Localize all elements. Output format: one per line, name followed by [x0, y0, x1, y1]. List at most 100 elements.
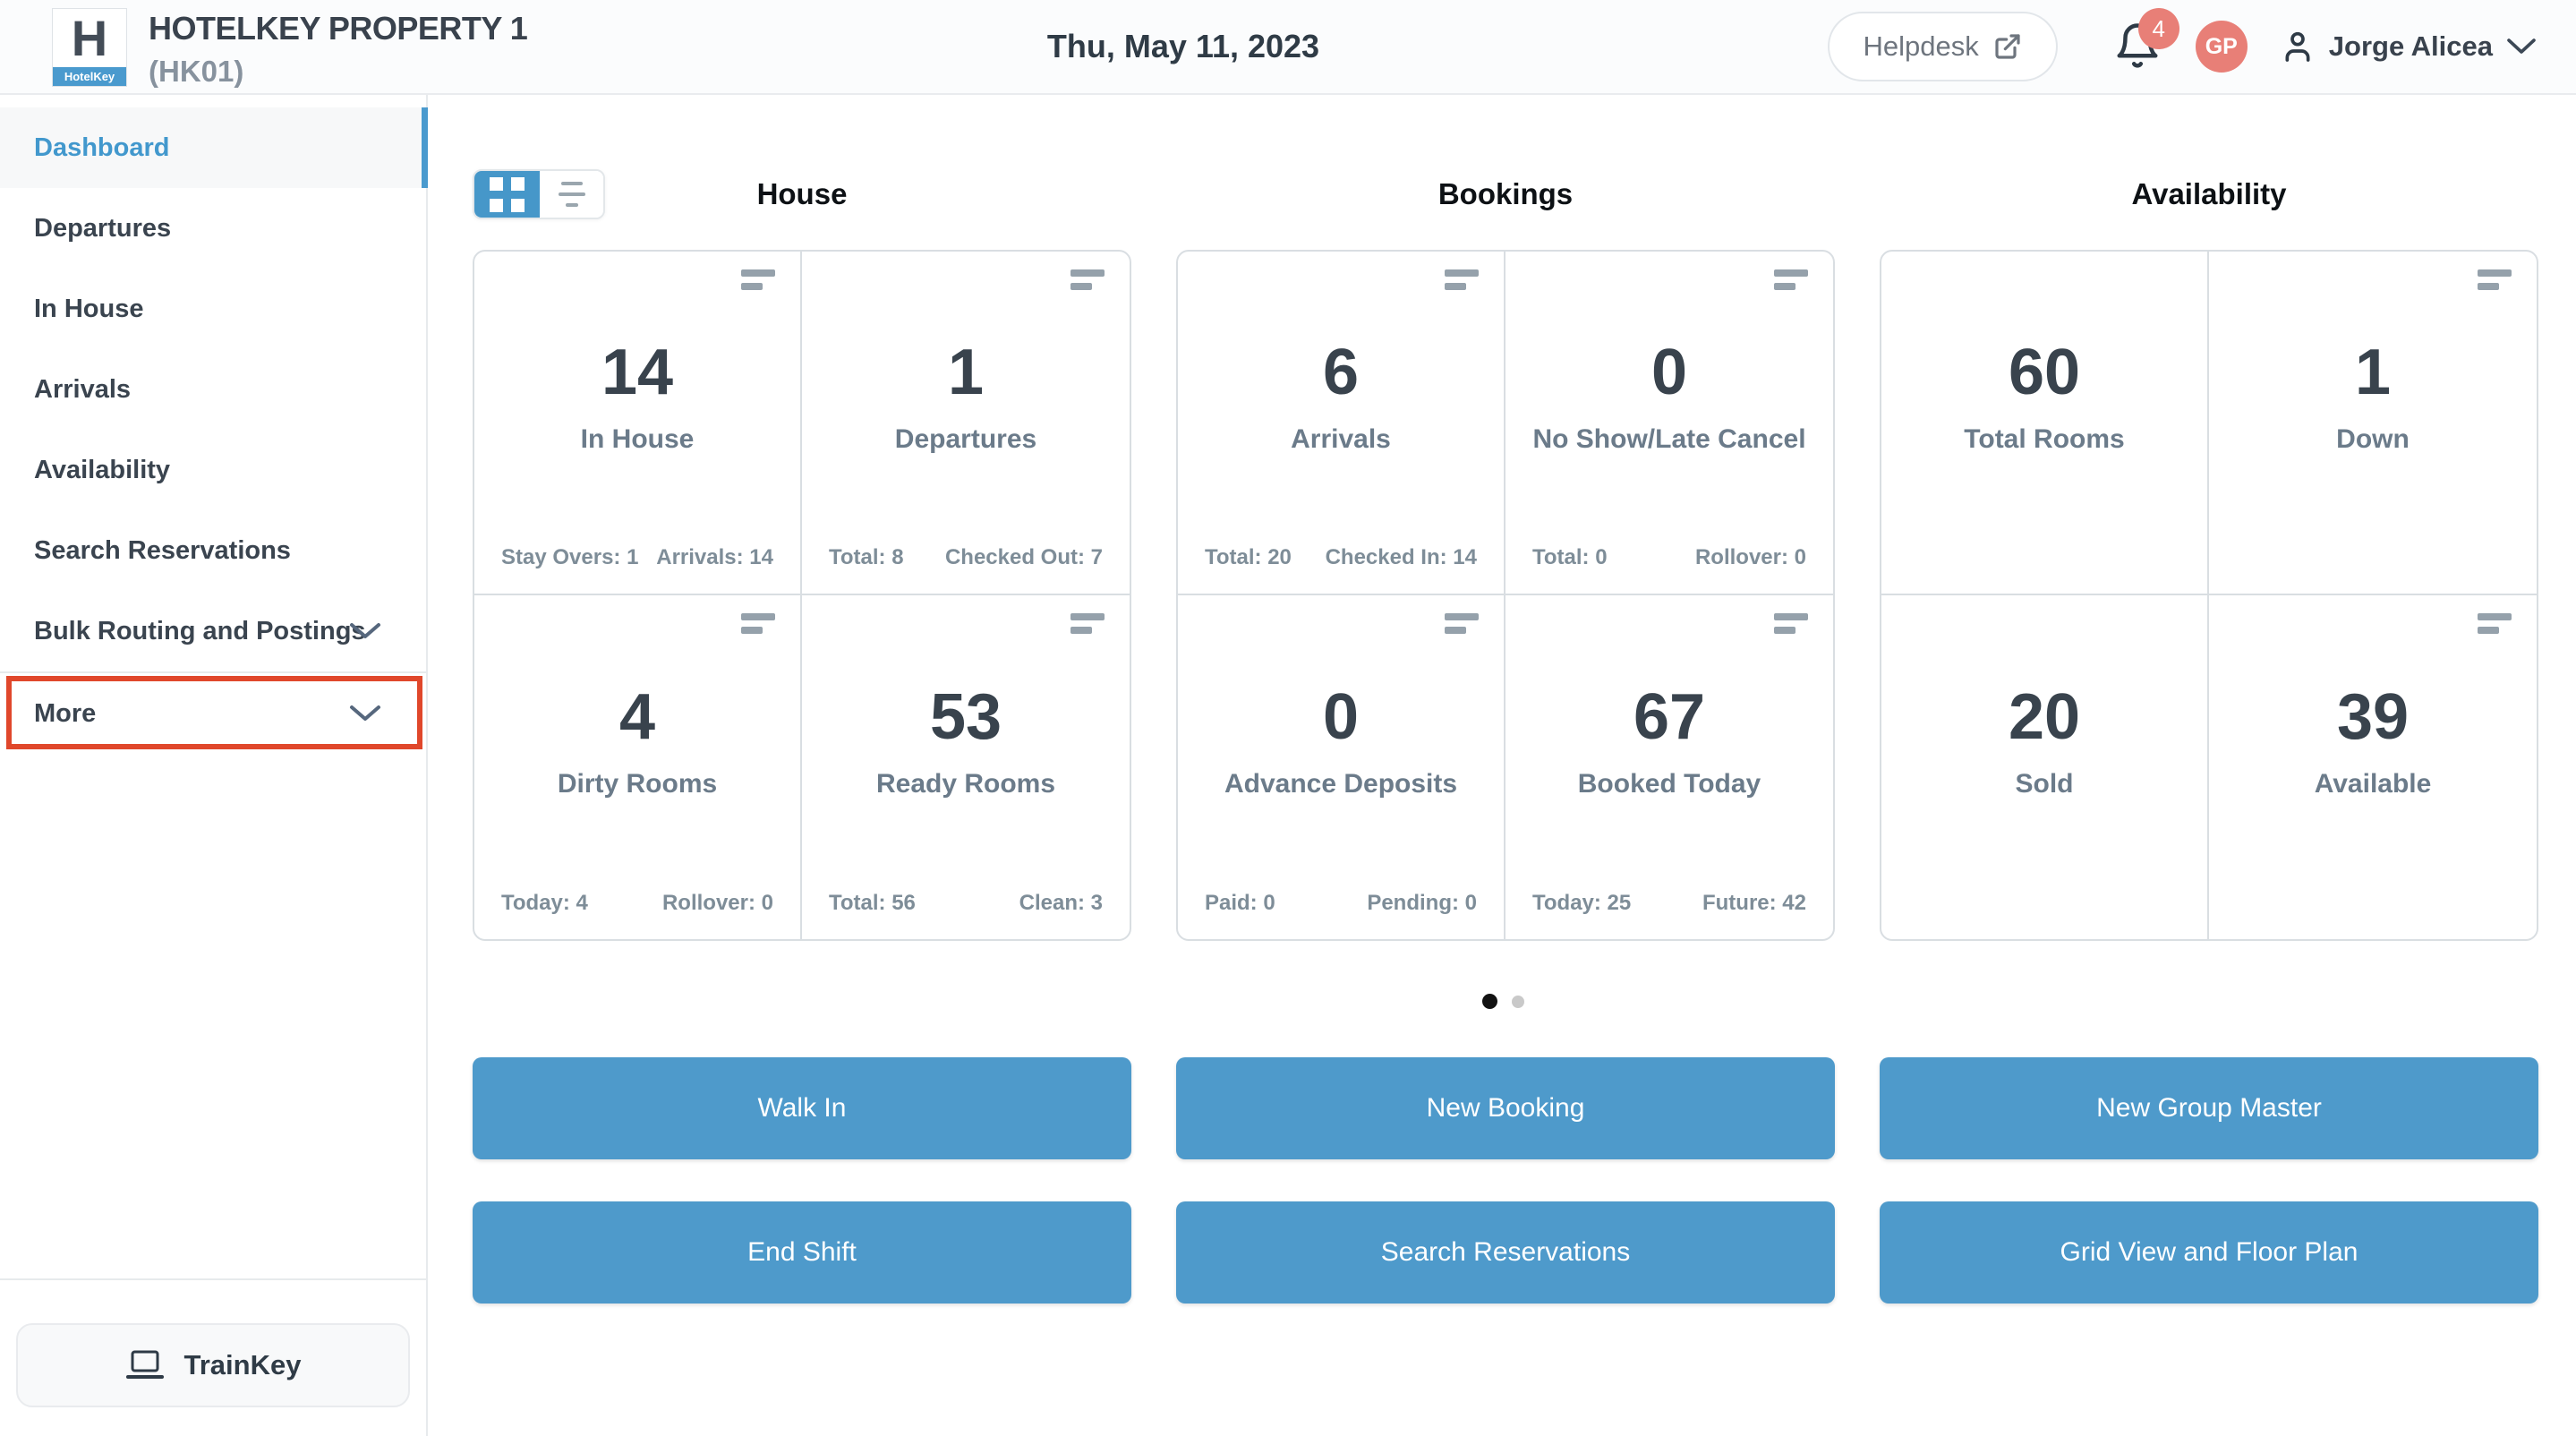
sidebar-item-in-house[interactable]: In House [0, 269, 426, 349]
sidebar-item-departures[interactable]: Departures [0, 188, 426, 269]
card-menu-icon[interactable] [741, 269, 775, 290]
sidebar-nav: Dashboard Departures In House Arrivals Avail… [0, 107, 428, 754]
card-menu-icon[interactable] [2478, 269, 2512, 290]
card-menu-icon[interactable] [1774, 269, 1808, 290]
sidebar-item-search-reservations[interactable]: Search Reservations [0, 510, 426, 591]
header-controls: Helpdesk 4 GP [1827, 0, 2537, 93]
stat-footer-left: Total: 8 [829, 545, 904, 569]
card-menu-icon[interactable] [1774, 613, 1808, 634]
stat-footer-left: Total: 56 [829, 891, 916, 915]
section-title-availability: Availability [2131, 177, 2287, 210]
sidebar-item-bulk-routing-and-postings[interactable]: Bulk Routing and Postings [0, 591, 426, 671]
sidebar-item-label: More [34, 698, 97, 728]
stat-card-no-show-late-cancel[interactable]: 0 No Show/Late Cancel Total: 0 Rollover: 0 [1506, 252, 1833, 595]
chevron-down-icon [349, 705, 381, 722]
grid-view-and-floor-plan-button[interactable]: Grid View and Floor Plan [1880, 1201, 2538, 1304]
carousel-dot-2[interactable] [1511, 995, 1524, 1008]
user-menu[interactable]: Jorge Alicea [2280, 29, 2537, 64]
sidebar-item-label: Search Reservations [34, 535, 291, 565]
card-menu-icon[interactable] [2478, 613, 2512, 634]
stat-value: 20 [2008, 681, 2081, 753]
card-menu-icon[interactable] [1070, 613, 1105, 634]
stat-value: 1 [2354, 337, 2392, 408]
notifications-button[interactable]: 4 [2113, 8, 2179, 74]
stat-block: 14 In House [570, 340, 705, 455]
top-header: H HotelKey HOTELKEY PROPERTY 1 (HK01) Th… [0, 0, 2576, 95]
search-reservations-button[interactable]: Search Reservations [1176, 1201, 1835, 1304]
stat-card-advance-deposits[interactable]: 0 Advance Deposits Paid: 0 Pending: 0 [1178, 595, 1506, 939]
stat-footer-right: Pending: 0 [1367, 891, 1477, 915]
active-item-indicator [422, 107, 428, 188]
stat-footer-left: Stay Overs: 1 [501, 545, 639, 569]
trainkey-button[interactable]: TrainKey [16, 1323, 410, 1407]
stat-card-dirty-rooms[interactable]: 4 Dirty Rooms Today: 4 Rollover: 0 [474, 595, 802, 939]
new-group-master-button[interactable]: New Group Master [1880, 1057, 2538, 1159]
logo-letter: H [71, 10, 108, 66]
stat-label: Arrivals [1291, 424, 1391, 454]
card-menu-icon[interactable] [1070, 269, 1105, 290]
stat-label: No Show/Late Cancel [1532, 424, 1806, 454]
laptop-icon [125, 1349, 165, 1381]
sidebar-item-more[interactable]: More [0, 673, 426, 754]
sidebar-item-label: Bulk Routing and Postings [34, 616, 366, 645]
section-cards-house: 14 In House Stay Overs: 1 Arrivals: 14 1 Depa… [473, 250, 1131, 941]
stat-value: 6 [1322, 337, 1360, 408]
list-icon [560, 182, 583, 185]
grid-view-button[interactable] [474, 171, 540, 218]
card-menu-icon[interactable] [1445, 269, 1479, 290]
stat-footer: Total: 56 Clean: 3 [829, 891, 1103, 916]
card-menu-icon[interactable] [1445, 613, 1479, 634]
helpdesk-label: Helpdesk [1863, 30, 1979, 62]
walk-in-button[interactable]: Walk In [473, 1057, 1131, 1159]
carousel-dot-1[interactable] [1481, 994, 1497, 1009]
section-title-house: House [756, 177, 848, 210]
helpdesk-button[interactable]: Helpdesk [1827, 12, 2058, 81]
stat-footer-right: Clean: 3 [1019, 891, 1103, 915]
stat-label: Ready Rooms [875, 769, 1056, 799]
sidebar-item-label: Dashboard [34, 132, 170, 162]
stat-label: Total Rooms [1964, 424, 2125, 454]
sidebar-divider [0, 1278, 426, 1280]
stat-block: 53 Ready Rooms [866, 685, 1066, 799]
stat-card-in-house[interactable]: 14 In House Stay Overs: 1 Arrivals: 14 [474, 252, 802, 595]
section-title-bookings: Bookings [1437, 177, 1574, 210]
stat-value: 1 [947, 337, 985, 408]
sidebar-item-arrivals[interactable]: Arrivals [0, 349, 426, 430]
stat-label: Available [2314, 769, 2432, 799]
new-booking-button[interactable]: New Booking [1176, 1057, 1835, 1159]
stat-footer-right: Rollover: 0 [1694, 545, 1806, 569]
logo-caption: HotelKey [53, 67, 126, 86]
sidebar-item-dashboard[interactable]: Dashboard [0, 107, 428, 188]
current-date: Thu, May 11, 2023 [1046, 28, 1320, 64]
stat-card-arrivals[interactable]: 6 Arrivals Total: 20 Checked In: 14 [1178, 252, 1506, 595]
stat-value: 14 [601, 337, 674, 408]
stat-card-ready-rooms[interactable]: 53 Ready Rooms Total: 56 Clean: 3 [802, 595, 1130, 939]
list-view-button[interactable] [540, 171, 603, 218]
stat-footer-right: Rollover: 0 [661, 891, 773, 915]
end-shift-button[interactable]: End Shift [473, 1201, 1131, 1304]
stat-card-down[interactable]: 1 Down [2209, 252, 2537, 595]
stat-card-total-rooms[interactable]: 60 Total Rooms [1881, 252, 2209, 595]
stat-footer: Stay Overs: 1 Arrivals: 14 [501, 545, 773, 570]
stat-footer-left: Total: 20 [1205, 545, 1292, 569]
stat-card-departures[interactable]: 1 Departures Total: 8 Checked Out: 7 [802, 252, 1130, 595]
stat-label: In House [580, 424, 695, 454]
chevron-down-icon [2506, 38, 2537, 56]
stat-value: 67 [1633, 681, 1706, 753]
card-menu-icon[interactable] [741, 613, 775, 634]
external-link-icon [1993, 32, 2022, 61]
stat-value: 39 [2336, 681, 2410, 753]
sidebar-item-label: Departures [34, 213, 172, 243]
sidebar-item-label: Arrivals [34, 374, 132, 404]
stat-card-available[interactable]: 39 Available [2209, 595, 2537, 939]
carousel-pagination [430, 994, 2576, 1009]
stat-card-booked-today[interactable]: 67 Booked Today Today: 25 Future: 42 [1506, 595, 1833, 939]
stat-card-sold[interactable]: 20 Sold [1881, 595, 2209, 939]
stat-label: Sold [2015, 769, 2074, 799]
sidebar-item-availability[interactable]: Availability [0, 430, 426, 510]
stat-block: 67 Booked Today [1567, 685, 1771, 799]
stat-label: Dirty Rooms [557, 769, 718, 799]
stat-footer-right: Checked In: 14 [1325, 545, 1477, 569]
stat-footer-right: Future: 42 [1702, 891, 1806, 915]
avatar[interactable]: GP [2195, 21, 2248, 73]
